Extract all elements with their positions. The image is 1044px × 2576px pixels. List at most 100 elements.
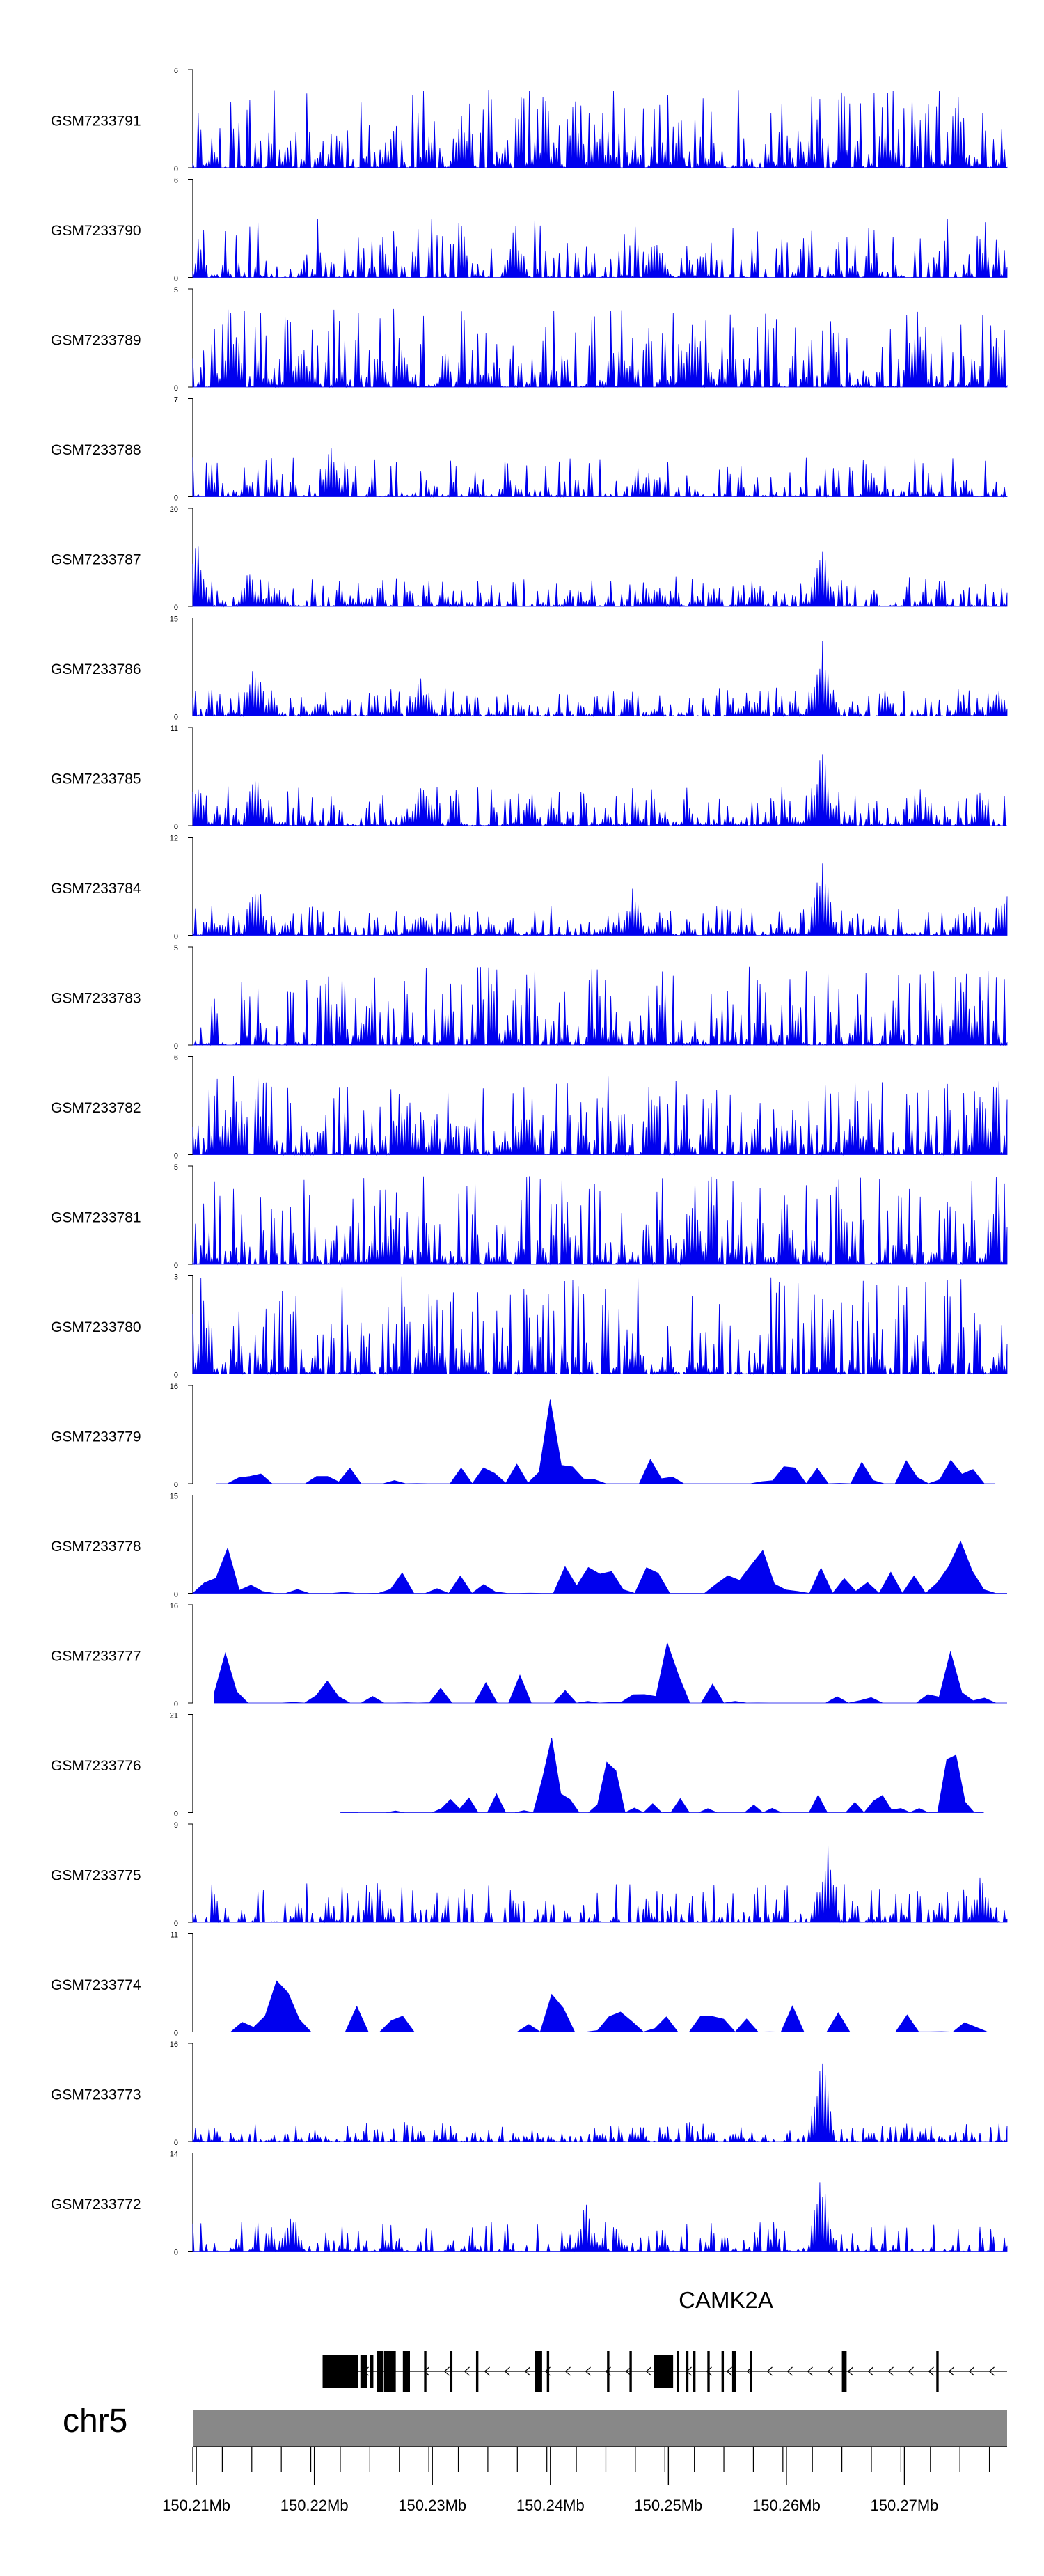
gene-exon: [707, 2351, 710, 2392]
gene-exon: [841, 2351, 847, 2392]
track-ymin-label: 0: [174, 1919, 178, 1928]
coverage-area: [192, 754, 1007, 827]
coverage-track: GSM7233786 15 0: [51, 615, 1008, 722]
track-ymin-label: 0: [174, 1372, 178, 1380]
track-ymax-label: 14: [170, 2151, 178, 2159]
track-ymin-label: 0: [174, 384, 178, 393]
coverage-track: GSM7233788 7 0: [51, 396, 1008, 503]
track-ymin-label: 0: [174, 1591, 178, 1599]
track-label: GSM7233772: [51, 2197, 141, 2213]
gene-exon: [383, 2351, 396, 2392]
gene-exon: [654, 2355, 674, 2388]
coverage-area: [192, 1176, 1008, 1266]
strand-arrow: [645, 2366, 651, 2376]
coverage-track: GSM7233785 11 0: [51, 725, 1007, 831]
coverage-track: GSM7233781 5 0: [51, 1163, 1008, 1270]
track-ymax-label: 6: [174, 177, 178, 185]
track-label: GSM7233784: [51, 881, 141, 897]
gene-exon: [546, 2351, 550, 2392]
strand-arrow: [786, 2366, 793, 2376]
track-label: GSM7233776: [51, 1758, 141, 1774]
track-label: GSM7233789: [51, 333, 141, 349]
track-label: GSM7233774: [51, 1977, 141, 1993]
coverage-track: GSM7233775 9 0: [51, 1821, 1008, 1928]
coverage-area: [192, 219, 1008, 279]
strand-arrow: [625, 2366, 631, 2376]
track-label: GSM7233788: [51, 442, 141, 458]
track-ymin-label: 0: [174, 1700, 178, 1709]
coverage-area: [192, 546, 1008, 608]
track-label: GSM7233777: [51, 1649, 141, 1665]
strand-arrow: [948, 2366, 954, 2376]
coverage-area: [192, 1076, 1008, 1156]
gene-exon: [686, 2351, 689, 2392]
axis-tick-label: 150.25Mb: [634, 2497, 702, 2514]
track-ymax-label: 9: [174, 1821, 178, 1830]
track-ymin-label: 0: [174, 1152, 178, 1161]
track-label: GSM7233779: [51, 1429, 141, 1445]
axis-tick-label: 150.23Mb: [398, 2497, 466, 2514]
track-ymin-label: 0: [174, 823, 178, 831]
track-ymin-label: 0: [174, 494, 178, 503]
axis-tick-label: 150.24Mb: [516, 2497, 585, 2514]
track-label: GSM7233783: [51, 991, 141, 1007]
track-ymax-label: 5: [174, 944, 178, 952]
axis-tick-label: 150.21Mb: [162, 2497, 230, 2514]
track-ymin-label: 0: [174, 2139, 178, 2147]
track-label: GSM7233775: [51, 1868, 141, 1884]
strand-arrow: [908, 2366, 914, 2376]
gene-exon: [721, 2351, 725, 2392]
track-label: GSM7233781: [51, 1210, 141, 1226]
coverage-area: [192, 308, 1008, 388]
gene-strand-arrows: [342, 2366, 995, 2376]
gene-exon: [475, 2351, 479, 2392]
track-ymax-label: 7: [174, 396, 178, 405]
coverage-track: GSM7233777 16 0: [51, 1602, 1007, 1709]
strand-arrow: [564, 2366, 571, 2376]
coverage-track: GSM7233783 5 0: [51, 944, 1008, 1051]
coverage-area: [192, 448, 1008, 498]
coverage-area: [192, 89, 1008, 169]
strand-arrow: [585, 2366, 591, 2376]
track-ymin-label: 0: [174, 1810, 178, 1819]
track-ymin-label: 0: [174, 1481, 178, 1489]
track-label: GSM7233780: [51, 1319, 141, 1335]
gene-exon: [322, 2355, 358, 2388]
coverage-track: GSM7233778 15 0: [51, 1493, 1007, 1599]
track-ymax-label: 16: [170, 2041, 178, 2049]
track-ymin-label: 0: [174, 165, 178, 173]
coverage-track: GSM7233789 5 0: [51, 286, 1008, 393]
coverage-area: [192, 863, 1008, 937]
coverage-track: GSM7233780 3 0: [51, 1273, 1008, 1380]
gene-exon: [402, 2351, 410, 2392]
coverage-track: GSM7233774 11 0: [51, 1931, 999, 2038]
track-ymax-label: 6: [174, 67, 178, 75]
gene-exon: [607, 2351, 610, 2392]
track-ymax-label: 15: [170, 615, 178, 624]
track-ymin-label: 0: [174, 604, 178, 612]
gene-exon: [370, 2355, 374, 2388]
strand-arrow: [706, 2366, 712, 2376]
gene-track: CAMK2A: [322, 2287, 1007, 2392]
track-label: GSM7233785: [51, 771, 141, 787]
gene-exon: [377, 2351, 383, 2392]
track-label: GSM7233790: [51, 223, 141, 239]
track-ymax-label: 5: [174, 286, 178, 294]
track-label: GSM7233786: [51, 661, 141, 677]
track-ymin-label: 0: [174, 2249, 178, 2257]
track-ymin-label: 0: [174, 1262, 178, 1270]
coverage-track: GSM7233782 6 0: [51, 1054, 1008, 1161]
strand-arrow: [443, 2366, 450, 2376]
strand-arrow: [524, 2366, 530, 2376]
strand-arrow: [504, 2366, 510, 2376]
track-ymax-label: 16: [170, 1602, 178, 1610]
coverage-tracks: GSM723379160GSM723379060GSM723378950GSM7…: [51, 67, 1008, 2257]
track-label: GSM7233782: [51, 1100, 141, 1116]
gene-exon: [750, 2351, 752, 2392]
gene-exon: [677, 2351, 679, 2392]
strand-arrow: [867, 2366, 873, 2376]
coverage-track: GSM7233776 21 0: [51, 1712, 984, 1819]
gene-exon: [693, 2351, 696, 2392]
coverage-area: [192, 2063, 1008, 2143]
